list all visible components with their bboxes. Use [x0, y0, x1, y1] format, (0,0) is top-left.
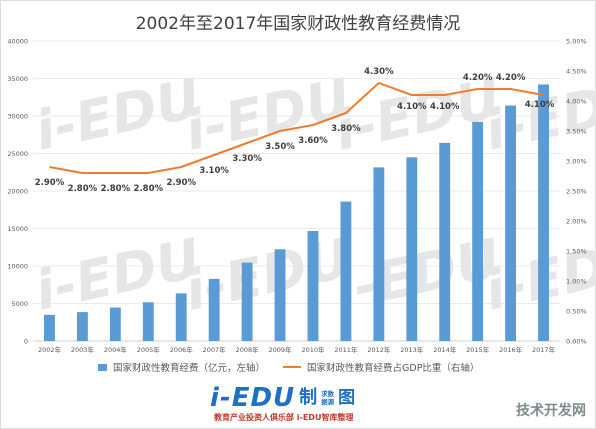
grid-layer — [33, 40, 560, 342]
line-data-label: 4.20% — [463, 73, 493, 83]
right-axis-tick: 2.50% — [566, 188, 587, 196]
line-data-label: 2.80% — [68, 184, 98, 194]
x-axis-tick: 2013年 — [400, 345, 424, 354]
bar-series — [44, 84, 549, 341]
left-axis-tick: 20000 — [7, 188, 28, 196]
left-axis-tick: 15000 — [7, 225, 28, 233]
line-data-label: 3.10% — [199, 166, 229, 176]
x-axis-tick: 2010年 — [301, 345, 325, 354]
right-axis-tick: 1.00% — [566, 278, 587, 286]
line-data-label: 2.80% — [101, 184, 131, 194]
line-data-label: 4.30% — [364, 67, 394, 77]
left-axis-tick: 35000 — [7, 75, 28, 83]
right-axis-tick: 4.50% — [566, 68, 587, 76]
x-axis-tick: 2005年 — [137, 345, 161, 354]
x-axis-tick: 2007年 — [203, 345, 227, 354]
bar — [406, 157, 418, 341]
legend-line-swatch — [283, 366, 302, 368]
left-axis-tick: 25000 — [7, 150, 28, 158]
right-axis-tick: 4.00% — [566, 98, 587, 106]
line-data-label: 2.80% — [134, 184, 164, 194]
logo-small: 求数 据源 — [321, 390, 335, 406]
site-watermark: 技术开发网 — [516, 403, 586, 419]
x-axis-tick: 2014年 — [433, 345, 457, 354]
right-axis-ticks: 0.00% 0.50% 1.00% 1.50% 2.00% 2.50% 3.00% 3.50%… — [566, 38, 587, 346]
right-axis-tick: 0.50% — [566, 308, 587, 316]
legend: 国家财政性教育经费（亿元，左轴） 国家财政性教育经费占GDP比重（右轴） — [98, 360, 479, 374]
x-axis-tick: 2004年 — [104, 345, 128, 354]
left-axis-tick: 0 — [24, 338, 28, 346]
bar — [76, 312, 88, 341]
right-axis-tick: 0.00% — [566, 338, 587, 346]
bar — [439, 142, 451, 341]
chart-title: 2002年至2017年国家财政性教育经费情况 — [135, 14, 461, 34]
line-series — [49, 82, 544, 174]
x-axis-tick: 2015年 — [466, 345, 490, 354]
x-axis-tick: 2011年 — [334, 345, 358, 354]
right-axis-tick: 3.00% — [566, 158, 587, 166]
left-axis-tick: 5000 — [11, 300, 28, 308]
gdp-share-line — [49, 82, 544, 174]
bar — [373, 167, 385, 341]
bar — [142, 302, 154, 341]
left-axis-ticks: 0 5000 10000 15000 20000 25000 30000 35000 40000 — [7, 38, 28, 346]
right-axis-tick: 1.50% — [566, 248, 587, 256]
bar — [472, 121, 484, 341]
footer-logo: i-EDU 制 求数 据源 图 — [210, 385, 355, 425]
x-axis-tick: 2012年 — [367, 345, 391, 354]
line-data-label: 3.60% — [298, 136, 328, 146]
left-axis-tick: 40000 — [7, 38, 28, 46]
bar — [208, 278, 220, 341]
bar — [175, 293, 187, 341]
right-axis-tick: 2.00% — [566, 218, 587, 226]
legend-bar-swatch — [98, 363, 107, 371]
x-axis-tick: 2002年 — [38, 345, 62, 354]
x-axis-tick: 2016年 — [499, 345, 523, 354]
bar — [274, 249, 286, 341]
left-axis-tick: 30000 — [7, 113, 28, 121]
legend-bar-label: 国家财政性教育经费（亿元，左轴） — [113, 363, 266, 374]
footer-tagline: 教育产业投资人俱乐部 i-EDU智库整理 — [214, 413, 354, 422]
bar — [340, 201, 352, 341]
line-data-label: 3.80% — [331, 124, 361, 134]
line-data-label: 3.50% — [265, 142, 295, 152]
line-data-labels: 2.90%2.80% 2.80% 2.80%2.90%3.10%3.30%3.50%… — [35, 67, 555, 194]
bar — [44, 314, 55, 341]
line-data-label: 4.10% — [525, 100, 555, 110]
watermark-text: i-EDU — [180, 226, 356, 322]
x-axis-tick: 2006年 — [170, 345, 194, 354]
line-data-label: 2.90% — [166, 178, 196, 188]
x-axis-labels: 2002年 2003年 2004年 2005年 2006年 2007年 2008年 2009年… — [38, 345, 556, 354]
x-axis-tick: 2009年 — [269, 345, 293, 354]
logo-tu: 图 — [338, 388, 356, 408]
right-axis-tick: 3.50% — [566, 128, 587, 136]
line-data-label: 4.10% — [430, 102, 460, 112]
logo-text: i-EDU — [210, 383, 296, 413]
line-data-label: 4.10% — [397, 102, 427, 112]
left-axis-tick: 10000 — [7, 263, 28, 271]
x-axis-tick: 2008年 — [236, 345, 260, 354]
line-data-label: 2.90% — [35, 178, 65, 188]
logo-zhi: 制 — [299, 387, 318, 408]
legend-line-label: 国家财政性教育经费占GDP比重（右轴） — [307, 363, 480, 374]
x-axis-tick: 2003年 — [71, 345, 95, 354]
bar — [109, 307, 121, 341]
bar — [241, 262, 253, 341]
bar — [505, 105, 517, 341]
bar — [538, 84, 549, 341]
line-data-label: 4.20% — [496, 73, 526, 83]
line-data-label: 3.30% — [232, 154, 262, 164]
bar — [307, 230, 319, 341]
x-axis-tick: 2017年 — [532, 345, 556, 354]
right-axis-tick: 5.00% — [566, 38, 587, 46]
watermark-text: i-EDU — [30, 66, 206, 162]
